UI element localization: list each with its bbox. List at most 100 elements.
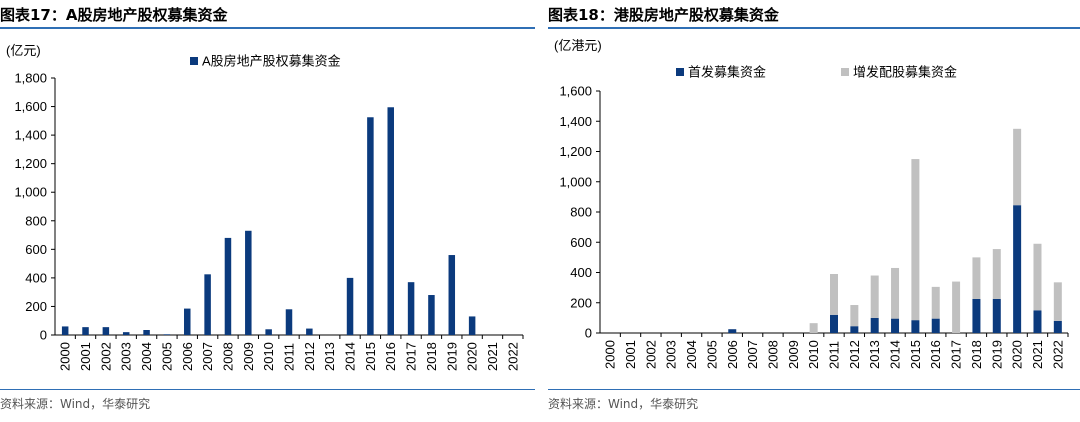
bar	[1053, 282, 1062, 321]
bar	[891, 318, 900, 333]
legend-swatch	[190, 57, 198, 65]
x-tick-label: 2004	[684, 340, 699, 369]
x-tick-label: 2019	[444, 342, 459, 371]
x-tick-label: 2006	[180, 342, 195, 371]
x-tick-label: 2010	[261, 342, 276, 371]
y-tick-label: 800	[25, 213, 47, 228]
bar	[346, 277, 354, 335]
x-tick-label: 2020	[1010, 340, 1025, 369]
y-tick-label: 600	[25, 242, 47, 257]
x-tick-label: 2000	[58, 342, 73, 371]
x-tick-label: 2011	[282, 343, 297, 371]
figure-title: 图表17：A股房地产股权募集资金	[0, 4, 228, 25]
x-tick-label: 2011	[827, 341, 842, 369]
title-divider	[0, 27, 535, 29]
bar	[992, 298, 1001, 333]
bar-chart-a-share: (亿元) 0 200 400 600 800 1,000 1,200 1,400 1,600 1,8…	[6, 43, 524, 371]
x-tick-label: 2017	[949, 340, 964, 369]
x-tick-label: 2015	[363, 342, 378, 371]
x-tick-label: 2005	[159, 342, 174, 371]
figure-title: 图表18：港股房地产股权募集资金	[548, 4, 779, 25]
bar	[850, 305, 859, 327]
x-tick-label: 2015	[908, 340, 923, 369]
bar	[285, 309, 293, 335]
x-tick-label: 2010	[806, 340, 821, 369]
bar	[163, 334, 171, 335]
source-divider	[548, 389, 1080, 390]
bar	[468, 316, 476, 335]
x-tick-label: 2016	[928, 340, 943, 369]
title-divider	[548, 27, 1080, 29]
x-tick-label: 2000	[603, 340, 618, 369]
bar	[1013, 128, 1022, 206]
bar	[102, 327, 110, 335]
x-tick-label: 2014	[343, 342, 358, 371]
y-tick-label: 1,600	[14, 99, 47, 114]
y-tick-label: 1,400	[14, 128, 47, 143]
x-tick-label: 2009	[786, 340, 801, 369]
x-tick-label: 2012	[302, 342, 317, 371]
y-tick-label: 1,000	[559, 174, 592, 189]
figure-label: 图表18：	[548, 6, 614, 24]
bar	[891, 267, 900, 319]
y-tick-label: 1,400	[559, 114, 592, 129]
bar	[387, 107, 394, 336]
bar	[830, 274, 838, 315]
x-tick-label: 2013	[867, 340, 882, 369]
bar	[728, 329, 737, 333]
bar	[911, 159, 920, 321]
y-tick-label: 800	[570, 205, 592, 220]
legend-swatch	[841, 68, 849, 76]
source-note: 资料来源：Wind，华泰研究	[0, 397, 151, 411]
bar	[931, 318, 940, 333]
x-tick-label: 2021	[1030, 340, 1045, 369]
x-tick-label: 2022	[1050, 340, 1065, 369]
bar	[224, 237, 232, 335]
bar	[972, 298, 981, 333]
bar	[870, 317, 879, 333]
y-tick-label: 1,000	[14, 185, 47, 200]
y-tick-label: 1,800	[14, 71, 47, 86]
x-tick-label: 2014	[888, 340, 903, 369]
bar	[143, 330, 150, 335]
bar	[931, 286, 940, 319]
x-tick-label: 2018	[969, 340, 984, 369]
y-tick-label: 600	[570, 235, 592, 250]
x-tick-label: 2017	[404, 342, 419, 371]
x-tick-label: 2005	[704, 340, 719, 369]
x-tick-label: 2012	[847, 340, 862, 369]
bar	[428, 295, 435, 335]
x-tick-label: 2008	[220, 342, 235, 371]
x-tick-label: 2009	[241, 342, 256, 371]
bar	[306, 328, 313, 335]
bar	[204, 274, 211, 335]
bar	[1013, 205, 1022, 333]
y-tick-label: 400	[570, 265, 592, 280]
bar	[184, 308, 191, 335]
bar	[1033, 243, 1042, 311]
y-tick-label: 0	[585, 326, 592, 341]
bar	[407, 282, 415, 335]
y-tick-label: 0	[40, 328, 47, 343]
figure-label: 图表17：	[0, 6, 66, 24]
x-tick-label: 2006	[725, 340, 740, 369]
bar	[972, 257, 981, 299]
x-tick-label: 2002	[643, 340, 658, 369]
bar	[265, 329, 272, 335]
x-tick-label: 2008	[765, 340, 780, 369]
y-tick-label: 200	[25, 299, 47, 314]
x-tick-label: 2018	[424, 342, 439, 371]
bar	[992, 249, 1001, 299]
bar	[830, 314, 838, 333]
bar	[122, 332, 130, 335]
stacked-bar-chart-hk-share: (亿港元) 0 200 400 600 800 1,000 1,200 1,400 1,600 20…	[554, 38, 1069, 369]
bar	[809, 323, 818, 333]
legend-swatch	[676, 68, 684, 76]
x-tick-label: 2001	[623, 340, 638, 369]
legend-label: 增发配股募集资金	[853, 65, 957, 80]
bar	[82, 327, 89, 335]
legend-label: 首发募集资金	[688, 65, 766, 80]
x-tick-label: 2019	[989, 340, 1004, 369]
y-tick-label: 1,200	[14, 156, 47, 171]
x-tick-label: 2007	[200, 342, 215, 371]
